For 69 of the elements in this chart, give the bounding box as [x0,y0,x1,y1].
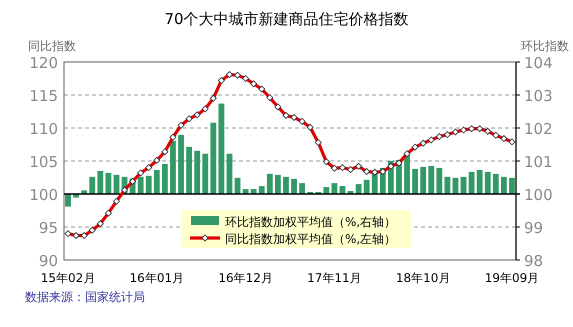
bar [194,150,200,194]
bar [283,176,289,194]
x-tick-label: 19年09月 [484,271,540,285]
y2-tick-label: 104 [524,54,553,72]
bar [412,168,418,194]
source-note: 数据来源：国家统计局 [25,290,145,304]
bar [258,186,265,194]
bar [97,170,104,194]
y2-tick-label: 103 [524,87,553,105]
legend-label: 同比指数加权平均值（%,左轴） [225,232,396,246]
y-tick-label: 120 [29,54,58,72]
bar [146,176,152,194]
bar [138,176,144,194]
x-tick-label: 18年10月 [396,271,450,285]
y-tick-label: 90 [38,252,58,270]
bar [65,194,71,207]
bar [105,172,112,194]
y2-tick-label: 101 [524,153,553,171]
bar [452,178,458,194]
bar [476,170,483,194]
bar [420,166,426,194]
y-tick-label: 110 [29,120,58,138]
chart-title: 70个大中城市新建商品住宅价格指数 [164,10,409,28]
bar [484,172,491,194]
y2-tick-label: 100 [524,186,553,204]
y-tick-label: 105 [29,153,58,171]
bar [242,189,249,194]
bar [492,174,499,194]
y2-tick-label: 98 [524,252,544,270]
bar [178,134,184,194]
bar [266,174,273,194]
x-tick-label: 16年01月 [130,271,184,285]
bar [154,170,160,194]
x-tick-label: 16年12月 [218,271,273,285]
bar [210,122,216,194]
bar [468,172,475,194]
bar [234,178,240,194]
y-tick-label: 100 [29,186,58,204]
bar [274,174,281,194]
bar [89,176,96,194]
bar [162,164,168,194]
bar [218,104,224,194]
y-axis-title: 同比指数 [28,39,76,53]
bar [500,176,507,194]
bar [444,176,450,194]
bar [364,180,370,194]
legend-label: 环比指数加权平均值（%,右轴） [225,215,396,229]
bar [299,183,306,194]
bar [356,184,362,194]
x-tick-label: 17年11月 [307,271,362,285]
bar [428,166,434,194]
y2-tick-label: 102 [524,120,553,138]
y-tick-label: 95 [38,219,58,237]
bar [291,178,297,194]
bar [170,140,176,194]
bar [340,186,346,194]
bar [202,154,208,194]
y-tick-label: 115 [29,87,58,105]
bar [460,176,466,194]
x-tick-label: 15年02月 [40,271,96,285]
bar [114,174,120,194]
bar [436,168,442,194]
bar [186,146,192,194]
bar [226,154,232,194]
bar [331,183,338,194]
y2-tick-label: 99 [524,219,544,237]
y2-axis-title: 环比指数 [521,39,569,53]
bar [509,178,515,194]
bar [404,155,410,194]
